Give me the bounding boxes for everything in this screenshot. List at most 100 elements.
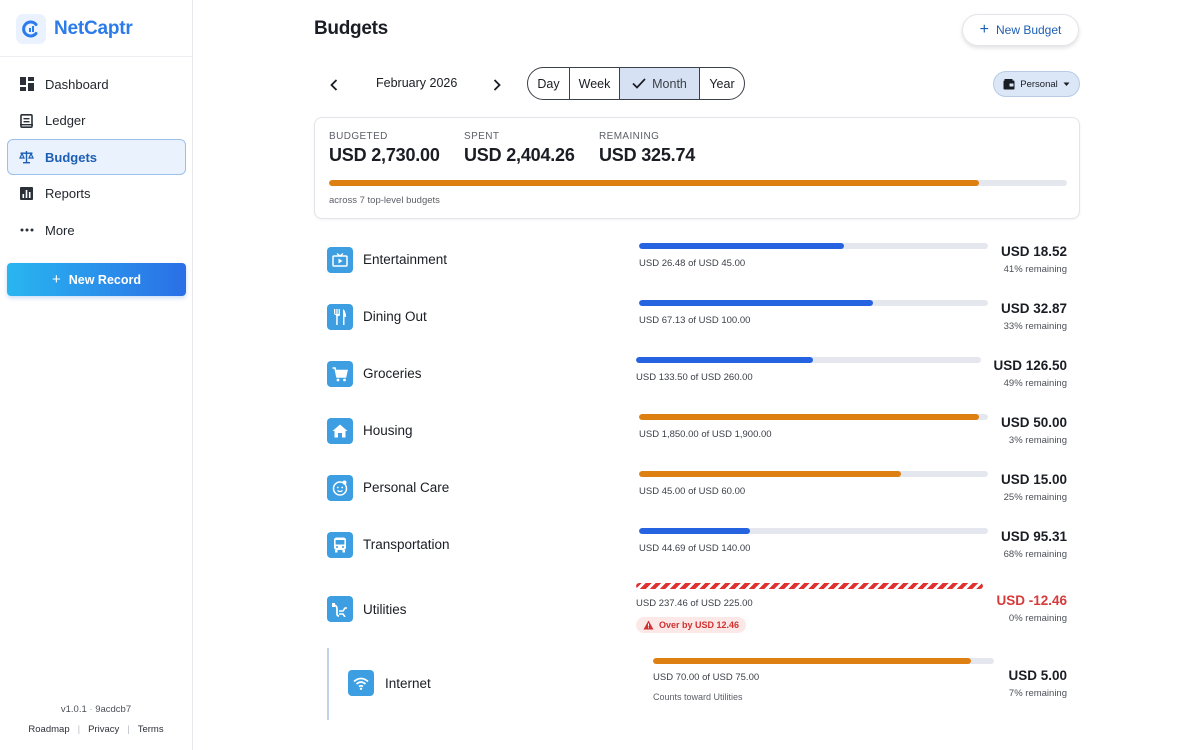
budget-name: Housing (363, 423, 413, 438)
budget-remaining-percent: 41% remaining (1003, 264, 1067, 275)
budget-progress-text: USD 26.48 of USD 45.00 (639, 258, 746, 269)
separator: | (127, 724, 130, 735)
spent-summary: SPENT USD 2,404.26 (464, 131, 575, 166)
new-budget-label: New Budget (995, 23, 1062, 37)
profile-select[interactable]: Personal (993, 71, 1080, 97)
sidebar-item-budgets[interactable]: Budgets (7, 139, 186, 175)
privacy-link[interactable]: Privacy (88, 724, 120, 735)
plus-icon: + (51, 271, 61, 288)
sidebar-item-label: More (45, 222, 75, 238)
summary-note: across 7 top-level budgets (329, 195, 440, 206)
footer-links: Roadmap | Privacy | Terms (0, 724, 192, 735)
budget-progress-text: USD 237.46 of USD 225.00 (636, 598, 753, 609)
sidebar-item-dashboard[interactable]: Dashboard (7, 66, 186, 102)
budget-remaining-amount: USD 15.00 (1000, 472, 1067, 487)
budget-remaining-percent: 25% remaining (1003, 492, 1067, 503)
chevron-right-icon (493, 79, 501, 91)
sidebar-item-label: Dashboard (45, 76, 109, 92)
budget-progress-fill (639, 528, 751, 534)
budget-remaining-percent: 68% remaining (1003, 549, 1067, 560)
tab-day[interactable]: Day (528, 68, 570, 99)
previous-period-button[interactable] (325, 76, 343, 94)
budget-name: Transportation (363, 537, 450, 552)
sidebar-nav: Dashboard Ledger Budgets Reports More (7, 66, 186, 249)
over-budget-badge: Over by USD 12.46 (636, 617, 747, 633)
new-record-label: New Record (68, 272, 141, 287)
tab-month[interactable]: Month (620, 68, 700, 99)
budget-remaining-amount: USD -12.46 (996, 593, 1067, 608)
budget-progress-bar (639, 528, 988, 534)
budget-progress-text: USD 1,850.00 of USD 1,900.00 (639, 429, 772, 440)
budget-progress-fill (639, 414, 979, 420)
over-budget-text: Over by USD 12.46 (659, 620, 740, 630)
budget-progress-fill (639, 471, 901, 477)
budget-row-entertainment[interactable]: Entertainment USD 26.48 of USD 45.00 USD… (314, 232, 1080, 289)
budget-row-personal-care[interactable]: Personal Care USD 45.00 of USD 60.00 USD… (314, 460, 1080, 517)
brand[interactable]: NetCaptr (16, 14, 133, 44)
budget-remaining-amount: USD 18.52 (1000, 244, 1067, 259)
warning-icon (643, 620, 654, 630)
tv-icon (327, 247, 353, 273)
caret-down-icon (1063, 82, 1070, 86)
budget-name: Groceries (363, 366, 422, 381)
more-icon (19, 223, 34, 238)
sidebar-item-label: Reports (45, 186, 91, 201)
budget-progress-bar (653, 658, 994, 664)
next-period-button[interactable] (488, 76, 506, 94)
tab-year[interactable]: Year (700, 68, 744, 99)
utensils-icon (327, 304, 353, 330)
new-record-button[interactable]: + New Record (7, 263, 186, 296)
dashboard-icon (19, 77, 34, 92)
budgeted-label: BUDGETED (329, 131, 388, 142)
parent-budget-note: Counts toward Utilities (653, 692, 743, 702)
budget-row-dining-out[interactable]: Dining Out USD 67.13 of USD 100.00 USD 3… (314, 289, 1080, 346)
wifi-icon (348, 670, 374, 696)
brand-name: NetCaptr (54, 18, 133, 39)
plus-icon: + (979, 21, 989, 38)
budget-remaining-percent: 3% remaining (1008, 435, 1067, 446)
roadmap-link[interactable]: Roadmap (28, 724, 70, 735)
period-label: February 2026 (376, 76, 458, 90)
budget-remaining-amount: USD 126.50 (993, 358, 1067, 373)
sidebar-item-reports[interactable]: Reports (7, 176, 186, 212)
remaining-summary: REMAINING USD 325.74 (599, 131, 695, 166)
new-budget-button[interactable]: + New Budget (962, 14, 1079, 46)
tab-label: Day (537, 76, 560, 91)
tab-label: Month (652, 76, 687, 91)
chart-icon (19, 186, 34, 201)
terms-link[interactable]: Terms (137, 724, 164, 735)
sidebar-item-ledger[interactable]: Ledger (7, 103, 186, 139)
sidebar-item-more[interactable]: More (7, 212, 186, 248)
budgeted-summary: BUDGETED USD 2,730.00 (329, 131, 440, 166)
divider (0, 56, 192, 57)
period-granularity-toggle: Day Week Month Year (527, 67, 745, 100)
budget-row-utilities[interactable]: Utilities USD 237.46 of USD 225.00 Over … (314, 574, 1080, 640)
budget-row-housing[interactable]: Housing USD 1,850.00 of USD 1,900.00 USD… (314, 403, 1080, 460)
budget-progress-bar (639, 243, 988, 249)
tab-label: Year (709, 76, 735, 91)
tab-week[interactable]: Week (570, 68, 620, 99)
budget-progress-bar (636, 357, 981, 363)
sidebar-item-label: Budgets (45, 149, 97, 165)
profile-label: Personal (1020, 78, 1058, 90)
scale-icon (19, 150, 34, 165)
budget-progress-text: USD 133.50 of USD 260.00 (636, 372, 753, 383)
face-icon (327, 475, 353, 501)
child-budget-connector (327, 648, 329, 720)
budget-row-groceries[interactable]: Groceries USD 133.50 of USD 260.00 USD 1… (314, 346, 1080, 403)
budget-row-transportation[interactable]: Transportation USD 44.69 of USD 140.00 U… (314, 517, 1080, 574)
sidebar: NetCaptr Dashboard Ledger Budgets Repor (0, 0, 193, 750)
budget-progress-fill (639, 300, 874, 306)
remaining-label: REMAINING (599, 131, 660, 142)
version-info: v1.0.1 · 9acdcb7 (60, 704, 132, 715)
budget-remaining-percent: 49% remaining (1003, 378, 1067, 389)
budget-row-internet[interactable]: Internet USD 70.00 of USD 75.00 Counts t… (314, 648, 1080, 720)
remaining-value: USD 325.74 (599, 145, 696, 165)
budget-progress-text: USD 45.00 of USD 60.00 (639, 486, 746, 497)
budget-progress-text: USD 70.00 of USD 75.00 (653, 672, 760, 683)
budget-progress-text: USD 44.69 of USD 140.00 (639, 543, 751, 554)
budget-remaining-amount: USD 95.31 (1000, 529, 1067, 544)
version-number: v1.0.1 (60, 704, 87, 715)
summary-progress-bar (329, 180, 1067, 186)
budget-remaining-percent: 7% remaining (1008, 688, 1067, 699)
